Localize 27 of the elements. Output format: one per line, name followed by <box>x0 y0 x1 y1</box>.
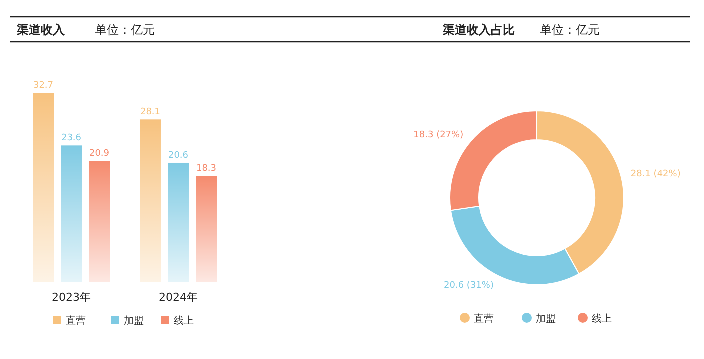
chart-title: 渠道收入占比 <box>442 23 515 37</box>
chart-subtitle: 单位：亿元 <box>540 23 600 37</box>
data-label: 23.6 <box>61 134 82 144</box>
x-tick-label: 2023年 <box>52 291 91 304</box>
bar <box>168 162 189 282</box>
legend-label: 线上 <box>592 313 612 325</box>
data-label: 18.3 (27%) <box>414 130 464 141</box>
data-label: 20.6 (31%) <box>444 280 494 291</box>
bar <box>61 146 82 282</box>
data-label: 28.1 <box>140 108 161 118</box>
legend-label: 直营 <box>474 313 494 325</box>
chart-title: 渠道收入 <box>16 23 66 37</box>
data-label: 18.3 <box>196 164 217 174</box>
bar <box>196 176 217 282</box>
data-label: 20.6 <box>168 150 189 161</box>
legend-label: 线上 <box>174 315 194 327</box>
bar <box>89 161 110 282</box>
bar <box>33 93 54 282</box>
x-tick-label: 2024年 <box>159 291 198 304</box>
bar <box>140 120 161 282</box>
chart-subtitle: 单位：亿元 <box>95 23 155 37</box>
data-label: 28.1 (42%) <box>630 170 681 180</box>
data-label: 20.9 <box>89 149 110 160</box>
legend-label: 直营 <box>66 315 86 327</box>
legend-label: 加盟 <box>124 315 144 327</box>
data-label: 32.7 <box>33 81 54 91</box>
legend-label: 加盟 <box>536 313 556 325</box>
